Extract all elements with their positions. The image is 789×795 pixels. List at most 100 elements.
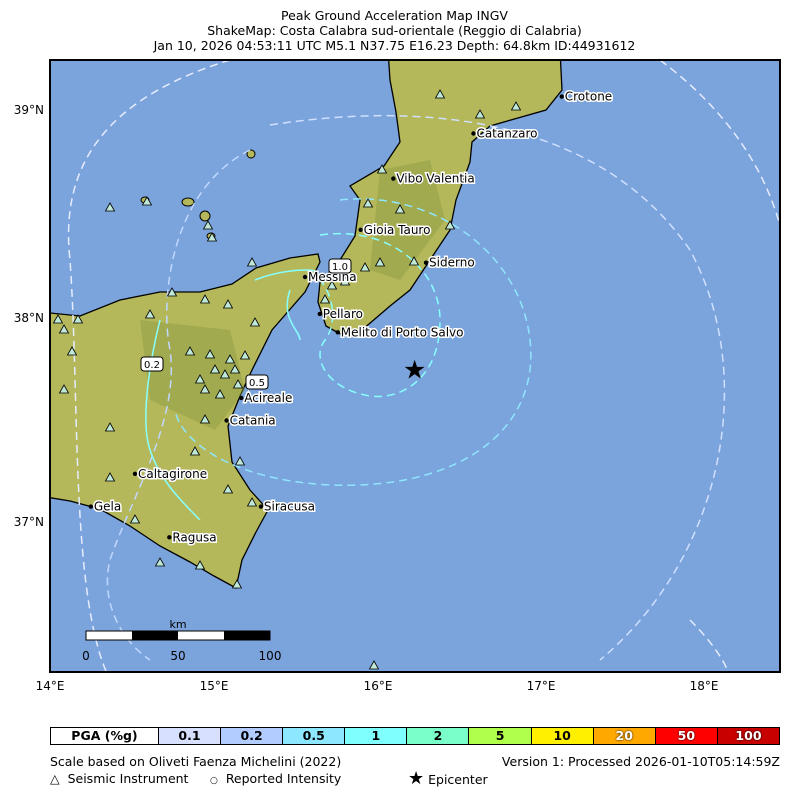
- station-triangle-icon: [144, 309, 156, 319]
- city-marker: Ragusa: [167, 529, 218, 546]
- svg-text:100: 100: [259, 649, 282, 663]
- station-triangle-icon: [214, 389, 226, 399]
- station-triangle-icon: [239, 350, 251, 360]
- city-dot: [358, 227, 363, 233]
- city-dot: [423, 260, 429, 265]
- station-triangle-icon: [166, 287, 178, 297]
- event-info: Jan 10, 2026 04:53:11 UTC M5.1 N37.75 E1…: [153, 38, 636, 53]
- station-triangle-icon: [184, 346, 196, 356]
- station-triangle-icon: [52, 314, 64, 324]
- contour-label-0.2: 0.2: [140, 356, 164, 372]
- svg-text:0.2: 0.2: [144, 360, 160, 371]
- svg-text:0: 0: [82, 649, 90, 663]
- station-triangle-icon: [199, 414, 211, 424]
- intensity-legend: Reported Intensity: [225, 771, 342, 786]
- station-triangle-icon: [58, 324, 70, 334]
- version-info: Version 1: Processed 2026-01-10T05:14:59…: [501, 754, 780, 769]
- city-dot: [239, 395, 244, 401]
- pga-contours: [67, 60, 780, 672]
- station-triangle-icon: [199, 384, 211, 394]
- svg-text:38°N: 38°N: [14, 311, 44, 325]
- station-triangle-icon: [194, 560, 206, 570]
- epicenter-legend: Epicenter: [428, 772, 488, 787]
- station-triangle-icon: [104, 422, 116, 432]
- station-triangle-icon: [222, 484, 234, 494]
- legend-bin: 50: [654, 728, 717, 744]
- legend-bin: 0.5: [282, 728, 345, 744]
- city-label: Melito di Porto Salvo: [341, 325, 464, 339]
- station-triangle-icon: [362, 198, 374, 208]
- station-triangle-icon: [66, 346, 78, 356]
- legend-bin: 5: [468, 728, 531, 744]
- city-marker: Siracusa: [258, 498, 316, 515]
- svg-text:14°E: 14°E: [36, 679, 65, 693]
- seismic-stations: [52, 89, 522, 670]
- map-frame: [49, 59, 781, 673]
- city-dot: [88, 504, 94, 509]
- lat-axis: 39°N 38°N 37°N: [14, 103, 44, 529]
- station-triangle-icon: [199, 294, 211, 304]
- city-marker: Gioia Tauro: [358, 221, 432, 238]
- city-marker: Vibo Valentia: [391, 170, 476, 187]
- map-subtitle: ShakeMap: Costa Calabra sud-orientale (R…: [207, 23, 582, 38]
- city-dot: [559, 94, 564, 99]
- station-triangle-icon: [474, 109, 486, 119]
- legend-bin: 0.2: [220, 728, 283, 744]
- city-label: Catania: [230, 414, 276, 428]
- svg-text:37°N: 37°N: [14, 515, 44, 529]
- station-triangle-icon: [129, 514, 141, 524]
- triangle-icon: △: [50, 771, 60, 786]
- station-triangle-icon: [234, 456, 246, 466]
- shakemap: Crotone Catanzaro Vibo Valentia Gioia Tauro…: [14, 59, 781, 693]
- city-marker: Caltagirone: [132, 465, 209, 482]
- city-dot: [471, 131, 476, 136]
- station-triangle-icon: [141, 196, 153, 206]
- city-label: Acireale: [244, 391, 292, 405]
- legend-bin: 100: [716, 728, 780, 744]
- svg-text:18°E: 18°E: [690, 679, 719, 693]
- calabria-land: [317, 60, 563, 337]
- city-marker: Pellaro: [317, 305, 365, 322]
- station-triangle-icon: [72, 314, 84, 324]
- city-label: Gela: [94, 500, 121, 514]
- legend-bin: 1: [344, 728, 407, 744]
- station-triangle-icon: [246, 497, 258, 507]
- station-triangle-icon: [104, 472, 116, 482]
- contour-label-0.5: 0.5: [245, 374, 269, 390]
- svg-text:km: km: [169, 618, 186, 631]
- station-triangle-icon: [376, 164, 388, 174]
- station-triangle-icon: [374, 257, 386, 267]
- epicenter-star-icon: ★: [403, 355, 426, 385]
- legend-bin: 20: [592, 728, 655, 744]
- svg-text:15°E: 15°E: [200, 679, 229, 693]
- svg-text:16°E: 16°E: [364, 679, 393, 693]
- circle-icon: ○: [210, 776, 218, 786]
- city-dot: [132, 471, 138, 476]
- city-label: Ragusa: [172, 530, 216, 544]
- station-triangle-icon: [408, 256, 420, 266]
- city-label: Siracusa: [264, 500, 315, 514]
- city-marker: Siderno: [423, 254, 476, 271]
- station-triangle-icon: [202, 220, 214, 230]
- city-label: Vibo Valentia: [396, 172, 474, 186]
- city-marker: Catania: [224, 412, 277, 429]
- station-triangle-icon: [232, 379, 244, 389]
- city-dot: [224, 418, 229, 423]
- svg-text:1.0: 1.0: [332, 262, 348, 273]
- svg-text:17°E: 17°E: [527, 679, 556, 693]
- map-title: Peak Ground Acceleration Map INGV: [281, 8, 508, 23]
- station-triangle-icon: [249, 317, 261, 327]
- svg-text:50: 50: [170, 649, 185, 663]
- pga-legend: PGA (%g) 0.1 0.2 0.5 1 2 5 10 20 50 100: [50, 727, 780, 745]
- legend-header: PGA (%g): [71, 728, 138, 743]
- city-marker: Acireale: [239, 389, 294, 406]
- city-label: Crotone: [565, 90, 612, 104]
- station-triangle-icon: [154, 557, 166, 567]
- city-label: Siderno: [429, 256, 475, 270]
- station-triangle-icon: [222, 299, 234, 309]
- station-triangle-icon: [510, 101, 522, 111]
- star-icon: ★: [408, 768, 425, 789]
- city-dot: [317, 311, 322, 317]
- city-dot: [302, 274, 308, 280]
- station-triangle-icon: [194, 374, 206, 384]
